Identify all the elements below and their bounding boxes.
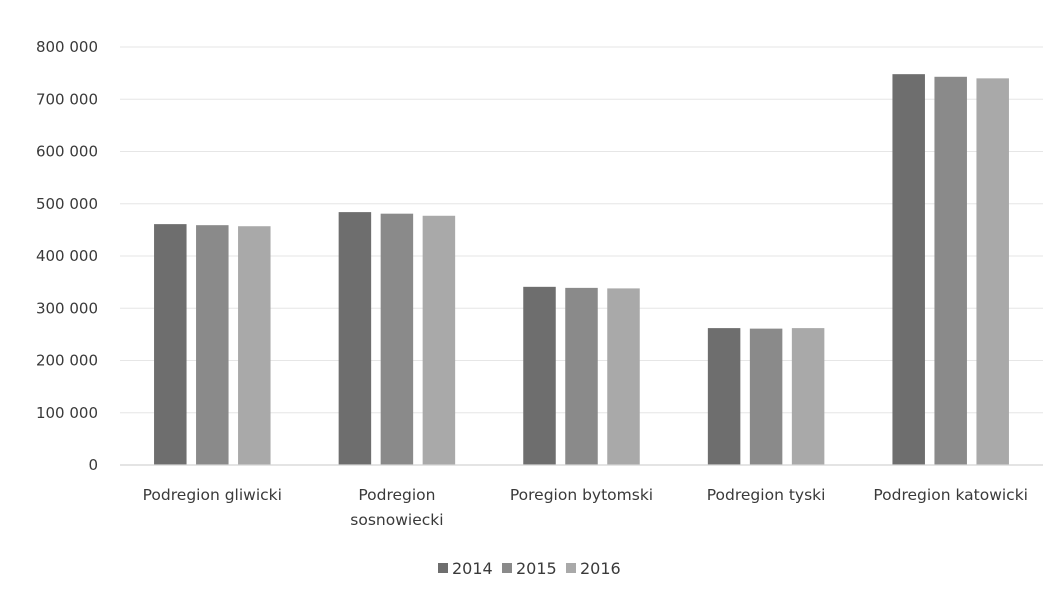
y-tick-label: 0 — [88, 456, 98, 474]
y-tick-label: 400 000 — [36, 247, 98, 265]
bar-2014-cat-2 — [523, 286, 556, 465]
y-axis-tick-labels: 0 100 000 200 000 300 000 400 000 500 000 600 … — [36, 38, 98, 474]
bar-2015-cat-0 — [196, 225, 229, 465]
bar-2016-cat-4 — [976, 78, 1009, 465]
bar-2014-cat-3 — [707, 328, 741, 465]
bar-2016-cat-1 — [422, 215, 456, 465]
category-label-line: Podregion katowicki — [873, 486, 1028, 504]
legend-item-2015: 2015 — [502, 559, 557, 578]
category-label-line: Podregion tyski — [707, 486, 826, 504]
category-label: Podregion gliwicki — [143, 486, 282, 504]
bar-2014-cat-0 — [154, 224, 187, 465]
bar-2016-cat-2 — [607, 288, 640, 465]
category-label-line: Podregion — [358, 486, 435, 504]
bar-2016-cat-3 — [791, 328, 825, 465]
bar-2015-cat-1 — [380, 213, 414, 465]
category-label-line: Podregion gliwicki — [143, 486, 282, 504]
y-tick-label: 600 000 — [36, 143, 98, 161]
legend-swatch — [566, 563, 576, 573]
category-label: Podregion katowicki — [873, 486, 1028, 504]
bar-2015-cat-2 — [565, 287, 598, 465]
legend-label: 2016 — [580, 559, 621, 578]
bar-2015-cat-4 — [934, 76, 967, 465]
category-label: Poregion bytomski — [510, 486, 653, 504]
y-tick-label: 500 000 — [36, 195, 98, 213]
category-label: Podregion sosnowiecki — [350, 486, 443, 529]
category-label-line: sosnowiecki — [350, 511, 443, 529]
bar-2014-cat-4 — [892, 74, 925, 466]
legend: 2014 2015 2016 — [438, 559, 621, 578]
category-label: Podregion tyski — [707, 486, 826, 504]
category-labels: Podregion gliwicki Podregion sosnowieckiPo… — [143, 486, 1028, 529]
bars — [154, 74, 1009, 466]
legend-label: 2015 — [516, 559, 557, 578]
bar-2015-cat-3 — [749, 328, 783, 465]
y-tick-label: 300 000 — [36, 299, 98, 317]
bar-2014-cat-1 — [338, 212, 372, 465]
legend-item-2016: 2016 — [566, 559, 621, 578]
y-tick-label: 700 000 — [36, 90, 98, 108]
y-tick-label: 200 000 — [36, 352, 98, 370]
bar-2016-cat-0 — [238, 226, 271, 465]
legend-label: 2014 — [452, 559, 493, 578]
legend-swatch — [438, 563, 448, 573]
y-tick-label: 800 000 — [36, 38, 98, 56]
legend-swatch — [502, 563, 512, 573]
legend-item-2014: 2014 — [438, 559, 493, 578]
category-label-line: Poregion bytomski — [510, 486, 653, 504]
y-tick-label: 100 000 — [36, 404, 98, 422]
